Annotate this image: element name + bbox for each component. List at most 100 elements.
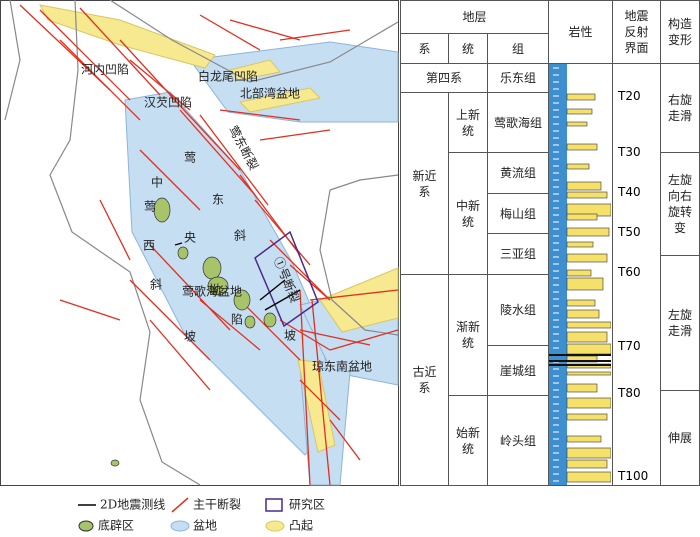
seismic-line: [259, 279, 286, 301]
coastline: [329, 174, 399, 191]
uplift: [39, 4, 216, 69]
reflector: T20: [618, 89, 641, 103]
map-label: 白龙尾凹陷: [198, 69, 258, 84]
fault: [299, 379, 341, 421]
diapir: [207, 276, 229, 296]
series: 始新统: [448, 395, 488, 486]
reflector: T50: [618, 225, 641, 239]
map-label: 北部湾盆地: [240, 86, 300, 101]
reflector: T70: [618, 339, 641, 353]
sandstone: [566, 253, 608, 263]
map-label: 斜: [234, 229, 246, 243]
fault: [299, 289, 311, 486]
seismic-line: [174, 242, 183, 246]
fault: [169, 94, 241, 171]
header-lithology: 岩性: [548, 0, 613, 64]
sandstone: [566, 371, 611, 376]
map-label: 琼东南盆地: [312, 359, 372, 374]
legend-icon: [171, 497, 189, 513]
uplift: [319, 267, 399, 333]
sandstone: [566, 321, 611, 329]
coal: [549, 360, 611, 362]
sandstone: [566, 299, 596, 307]
series: 中新统: [448, 152, 488, 275]
sandstone: [566, 413, 608, 421]
reflector: T40: [618, 185, 641, 199]
formation: 陵水组: [487, 274, 549, 346]
fault: [329, 329, 399, 351]
reflector: T30: [618, 145, 641, 159]
uplift: [238, 87, 322, 113]
sandstone: [566, 241, 594, 248]
header-series: 统: [448, 33, 488, 64]
header-system: 系: [400, 33, 449, 64]
sandstone: [566, 309, 600, 319]
map-label: 坡: [184, 330, 196, 344]
system: 新近系: [400, 92, 449, 275]
reflector: T100: [618, 469, 649, 483]
fault: [199, 114, 269, 206]
deformation: 伸展: [660, 390, 700, 486]
legend-icon: [265, 520, 285, 532]
series: 渐新统: [448, 274, 488, 396]
fault: [219, 109, 301, 121]
fault: [259, 129, 331, 141]
formation: 梅山组: [487, 193, 549, 234]
fault: [179, 109, 256, 196]
fault: [299, 329, 371, 346]
legend-icon: [78, 520, 94, 532]
sandstone: [566, 191, 608, 199]
fault: [279, 29, 351, 41]
formation: 莺歌海组: [487, 92, 549, 153]
map-label: 莺: [184, 151, 196, 165]
formation: 黄流组: [487, 152, 549, 194]
coastline: [319, 189, 399, 336]
sandstone: [566, 471, 611, 483]
map-label: 中: [151, 175, 163, 190]
diapir: [110, 459, 120, 467]
uplift: [297, 359, 336, 453]
fault: [99, 199, 131, 261]
fault: [39, 9, 131, 101]
legend-label: 盆地: [193, 519, 217, 533]
header-reflector: 地震反射界面: [612, 0, 661, 64]
map-label: 陷: [231, 312, 243, 327]
map-label: 东: [212, 193, 224, 207]
fault: [279, 319, 331, 351]
study-area: [254, 230, 319, 328]
formation: 岭头组: [487, 395, 549, 486]
sandstone: [566, 121, 588, 127]
sandstone: [566, 143, 598, 151]
fault: [329, 419, 361, 461]
diapir: [177, 246, 189, 260]
map-label: 西: [143, 239, 155, 253]
uplift: [229, 59, 281, 81]
fault: [199, 14, 261, 51]
diapir: [233, 289, 251, 311]
sandstone: [566, 269, 592, 277]
map-label: 央: [184, 231, 196, 245]
legend-icon: [265, 498, 283, 512]
map-label: 斜: [150, 278, 162, 292]
fault: [199, 299, 261, 351]
map-label: 坡: [284, 329, 296, 343]
map-label: 莺歌海盆地: [182, 284, 242, 299]
coastline: [49, 0, 201, 486]
sandstone: [566, 397, 611, 409]
diapir: [153, 197, 171, 223]
fault: [139, 149, 201, 211]
formation: 崖城组: [487, 345, 549, 396]
deformation: 左旋向右旋转变: [660, 152, 700, 256]
map-label: 汉芡凹陷: [144, 95, 192, 110]
fault: [129, 279, 211, 361]
fault: [129, 59, 191, 111]
fault: [149, 319, 211, 391]
fault: [269, 239, 331, 301]
sandstone: [566, 93, 596, 101]
diapir: [263, 312, 277, 328]
deformation: 左旋走滑: [660, 255, 700, 391]
coal: [549, 354, 611, 356]
header-deformation: 构造变形: [660, 0, 700, 64]
fault: [59, 299, 121, 321]
